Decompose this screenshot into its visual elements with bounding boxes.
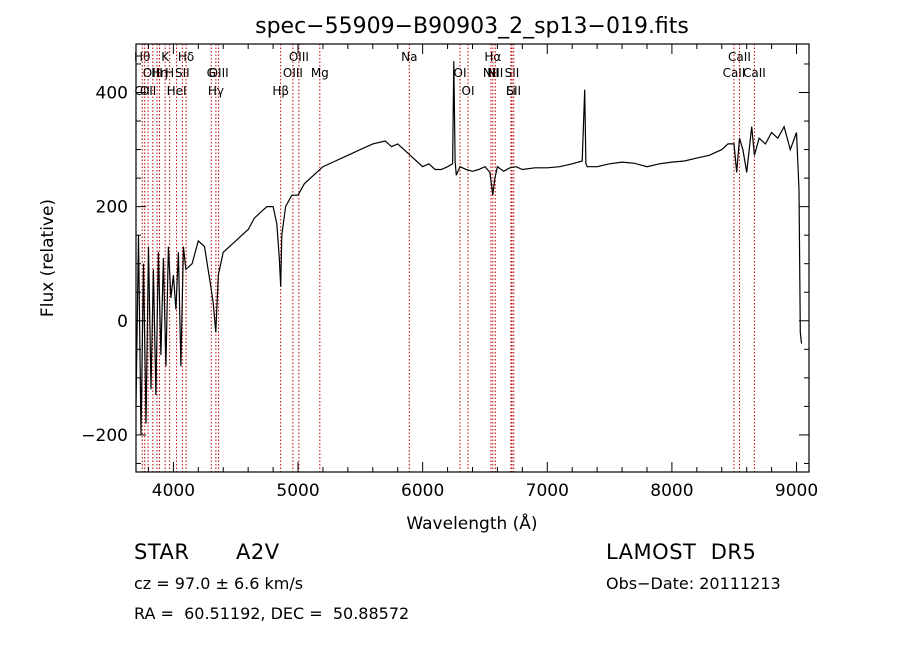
spectral-line-label: SII [506,84,521,98]
spectral-line-label: Li [506,84,516,98]
x-tick-label: 9000 [775,481,818,501]
spectrum-series-line [135,61,803,435]
spectral-line-label: Hθ [134,50,150,64]
spectral-line-label: CaII [723,66,746,80]
spectral-line-label: SII [505,66,520,80]
spectral-line-label: Hα [484,50,501,64]
spectral-line-label: CII [134,84,149,98]
x-tick-label: 6000 [401,481,444,501]
plot-frame [135,43,810,473]
spectral-line-label: Hη [151,66,168,80]
x-tick-label: 8000 [650,481,693,501]
coordinates-text: RA = 60.51192, DEC = 50.88572 [134,604,410,623]
object-class: STAR [134,540,190,564]
spectral-line-label: SII [175,66,190,80]
spectral-line-label: Hγ [208,84,224,98]
spectral-line-label: HeI [167,84,187,98]
x-tick-label: 4000 [152,481,195,501]
x-tick-label: 7000 [526,481,569,501]
x-tick-label: 5000 [276,481,319,501]
chart-title: spec−55909−B90903_2_sp13−019.fits [255,14,689,39]
spectral-line-label: Hβ [272,84,289,98]
y-tick-label: 0 [117,312,128,332]
spectral-line-label: NII [487,66,503,80]
spectral-line-label: K [161,50,170,64]
spectral-line-label: OII [140,84,157,98]
spectral-line-label: OIII [143,66,163,80]
redshift-text: cz = 97.0 ± 6.6 km/s [134,574,304,593]
spectral-line-label: OIII [289,50,309,64]
spectral-line-label: Hδ [178,50,194,64]
spectral-line-label: Mg [311,66,329,80]
spectral-line-label: G [207,66,216,80]
spectral-line-label: Na [401,50,417,64]
spectral-line-markers: HθCIIOIIOIIIHηKHHeISIIHδGHγOIIIHβOIIIOII… [134,44,766,472]
y-tick-label: 200 [96,198,128,218]
spectral-line-label: CaII [743,66,766,80]
x-axis-label: Wavelength (Å) [406,512,537,534]
obs-date-text: Obs−Date: 20111213 [606,574,781,593]
y-axis-label: Flux (relative) [38,199,58,317]
spectral-line-label: OIII [209,66,229,80]
spectral-line-label: CaII [728,50,751,64]
spectral-line-label: OI [462,84,475,98]
y-tick-label: 400 [96,84,128,104]
survey-name: LAMOST DR5 [606,540,757,564]
spectral-line-label: OIII [283,66,303,80]
spectral-line-label: OI [454,66,467,80]
spectral-line-label: H [165,66,174,80]
axis-ticks: 4000 5000 6000 7000 8000 9000 −200 0 200 400 [81,44,818,501]
y-tick-label: −200 [81,426,128,446]
object-subclass: A2V [236,540,280,564]
